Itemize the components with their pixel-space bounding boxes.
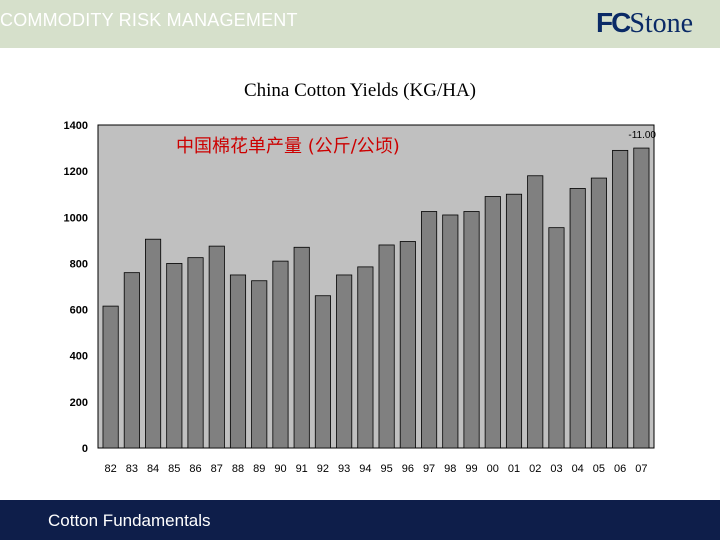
footer-text: Cotton Fundamentals — [48, 511, 211, 530]
bar — [421, 211, 438, 449]
x-tick-label: 91 — [296, 463, 308, 475]
logo-stone: Stone — [629, 8, 694, 39]
y-tick-label: 600 — [70, 305, 88, 317]
x-tick-label: 94 — [359, 463, 371, 475]
x-tick-label: 96 — [402, 463, 414, 475]
x-tick-label: 01 — [508, 463, 520, 475]
x-tick-label: 97 — [423, 463, 435, 475]
x-tick-label: 99 — [465, 463, 477, 475]
bar — [378, 244, 395, 449]
y-tick-label: 400 — [70, 351, 88, 363]
x-tick-label: 88 — [232, 463, 244, 475]
logo-fc: FC — [596, 7, 631, 38]
y-tick-label: 1400 — [64, 120, 88, 132]
y-tick-label: 1000 — [64, 212, 88, 224]
x-tick-label: 89 — [253, 463, 265, 475]
chart-title: China Cotton Yields (KG/HA) — [243, 80, 477, 101]
bar — [251, 280, 268, 449]
x-tick-label: 83 — [126, 463, 138, 475]
bar — [463, 211, 480, 449]
bar — [548, 227, 565, 449]
x-tick-label: 95 — [380, 463, 392, 475]
x-tick-label: 98 — [444, 463, 456, 475]
x-tick-label: 06 — [614, 463, 626, 475]
bar — [208, 245, 225, 449]
x-tick-label: 02 — [529, 463, 541, 475]
bar — [102, 305, 119, 449]
bar — [336, 274, 353, 449]
bar — [590, 177, 607, 449]
y-tick-label: 0 — [82, 443, 88, 455]
y-tick-label: 200 — [70, 397, 88, 409]
x-tick-label: 82 — [104, 463, 116, 475]
x-tick-label: 85 — [168, 463, 180, 475]
bar — [166, 263, 183, 449]
bar — [357, 266, 374, 449]
bar — [569, 188, 586, 449]
x-tick-label: 84 — [147, 463, 159, 475]
bar — [484, 196, 501, 449]
x-tick-label: 90 — [274, 463, 286, 475]
bar — [612, 149, 629, 449]
bar — [442, 214, 459, 449]
bar — [229, 274, 247, 449]
chart-subtitle: 中国棉花单产量 (公斤/公顷) — [176, 136, 400, 157]
bar — [293, 246, 310, 449]
bar — [187, 257, 204, 449]
x-tick-label: 86 — [189, 463, 201, 475]
x-tick-label: 87 — [211, 463, 223, 475]
bar — [527, 175, 544, 449]
x-tick-label: 00 — [487, 463, 499, 475]
x-tick-label: 07 — [635, 463, 647, 475]
x-tick-label: 04 — [572, 463, 584, 475]
x-tick-label: 92 — [317, 463, 329, 475]
bar — [123, 272, 140, 449]
x-tick-label: 93 — [338, 463, 350, 475]
x-tick-label: 03 — [550, 463, 562, 475]
bar — [633, 147, 650, 449]
fcstone-logo: FCStone — [596, 8, 693, 39]
annotation-label: -11.00 — [628, 130, 656, 141]
footer-bar: Cotton Fundamentals — [0, 500, 720, 540]
bar — [272, 260, 289, 449]
y-tick-label: 1200 — [64, 166, 88, 178]
bar — [399, 241, 416, 449]
y-tick-label: 800 — [70, 258, 88, 270]
x-tick-label: 05 — [593, 463, 605, 475]
header-title: COMMODITY RISK MANAGEMENT — [0, 10, 298, 30]
header-bar: COMMODITY RISK MANAGEMENT FCStone — [0, 0, 720, 48]
bar — [505, 193, 523, 449]
bar — [145, 238, 162, 449]
bar — [314, 295, 331, 449]
